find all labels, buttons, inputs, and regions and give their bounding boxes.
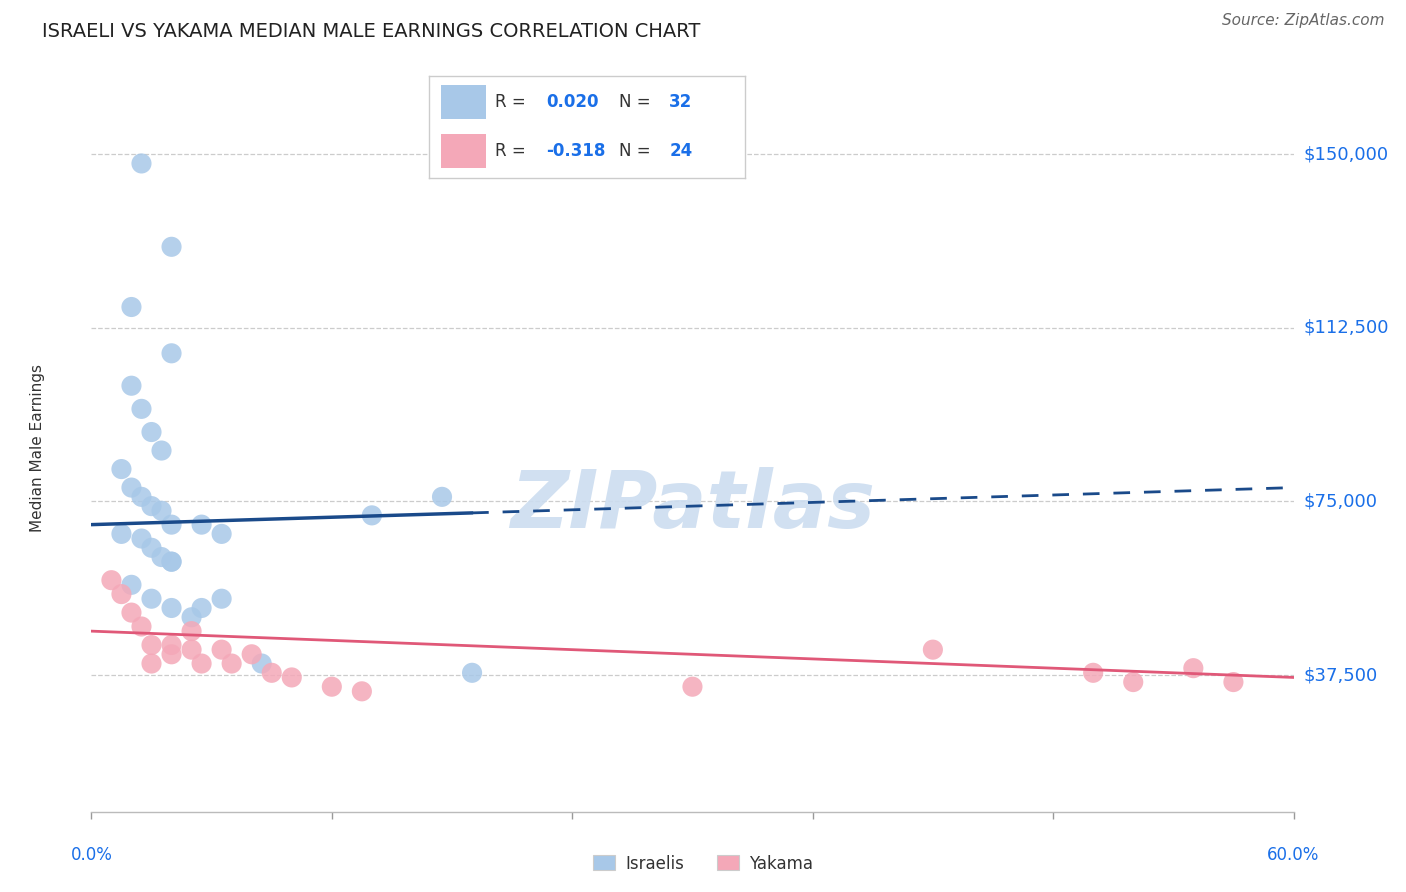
Point: [121, 300, 143, 314]
Point: [121, 378, 143, 392]
Point: [160, 555, 183, 569]
Point: [211, 591, 233, 606]
Point: [1122, 675, 1144, 690]
Point: [350, 684, 373, 698]
Point: [141, 591, 163, 606]
Point: [150, 504, 173, 518]
Text: 0.020: 0.020: [546, 93, 599, 111]
Point: [121, 606, 143, 620]
Text: 60.0%: 60.0%: [1267, 846, 1320, 863]
Text: $150,000: $150,000: [1303, 145, 1389, 163]
Point: [221, 657, 243, 671]
Point: [160, 648, 183, 662]
Point: [141, 425, 163, 439]
Point: [141, 657, 163, 671]
Text: R =: R =: [495, 93, 531, 111]
Point: [1222, 675, 1244, 690]
Point: [321, 680, 343, 694]
Point: [922, 642, 945, 657]
Point: [681, 680, 703, 694]
Point: [190, 657, 212, 671]
Text: $75,000: $75,000: [1303, 492, 1378, 510]
Point: [160, 601, 183, 615]
Point: [141, 541, 163, 555]
Point: [160, 555, 183, 569]
Text: 24: 24: [669, 142, 693, 161]
FancyBboxPatch shape: [441, 135, 486, 168]
Point: [1083, 665, 1105, 680]
Text: N =: N =: [619, 142, 655, 161]
Point: [150, 443, 173, 458]
Point: [260, 665, 283, 680]
Point: [180, 642, 202, 657]
Point: [160, 638, 183, 652]
Point: [160, 517, 183, 532]
Point: [150, 549, 173, 564]
Point: [100, 573, 122, 587]
Point: [211, 527, 233, 541]
Point: [110, 527, 132, 541]
Text: ZIPatlas: ZIPatlas: [510, 467, 875, 545]
Point: [281, 670, 304, 684]
Text: 32: 32: [669, 93, 693, 111]
Text: Source: ZipAtlas.com: Source: ZipAtlas.com: [1222, 13, 1385, 29]
Point: [131, 401, 153, 416]
Point: [160, 346, 183, 360]
Point: [160, 240, 183, 254]
Point: [1182, 661, 1205, 675]
Point: [190, 601, 212, 615]
Point: [211, 642, 233, 657]
Text: R =: R =: [495, 142, 531, 161]
Point: [131, 490, 153, 504]
Point: [180, 624, 202, 639]
Point: [180, 610, 202, 624]
Point: [110, 462, 132, 476]
Text: Median Male Earnings: Median Male Earnings: [30, 364, 45, 533]
Point: [240, 648, 263, 662]
Point: [131, 619, 153, 633]
Legend: Israelis, Yakama: Israelis, Yakama: [586, 848, 820, 880]
Point: [131, 532, 153, 546]
Text: -0.318: -0.318: [546, 142, 605, 161]
Text: N =: N =: [619, 93, 655, 111]
Point: [141, 499, 163, 513]
Text: ISRAELI VS YAKAMA MEDIAN MALE EARNINGS CORRELATION CHART: ISRAELI VS YAKAMA MEDIAN MALE EARNINGS C…: [42, 22, 700, 41]
Text: $112,500: $112,500: [1303, 318, 1389, 337]
Point: [121, 481, 143, 495]
Point: [250, 657, 273, 671]
FancyBboxPatch shape: [441, 85, 486, 119]
Point: [360, 508, 382, 523]
Point: [131, 156, 153, 170]
Point: [461, 665, 484, 680]
Text: $37,500: $37,500: [1303, 666, 1378, 684]
Point: [190, 517, 212, 532]
Text: 0.0%: 0.0%: [70, 846, 112, 863]
Point: [141, 638, 163, 652]
Point: [430, 490, 453, 504]
Point: [110, 587, 132, 601]
Point: [121, 578, 143, 592]
